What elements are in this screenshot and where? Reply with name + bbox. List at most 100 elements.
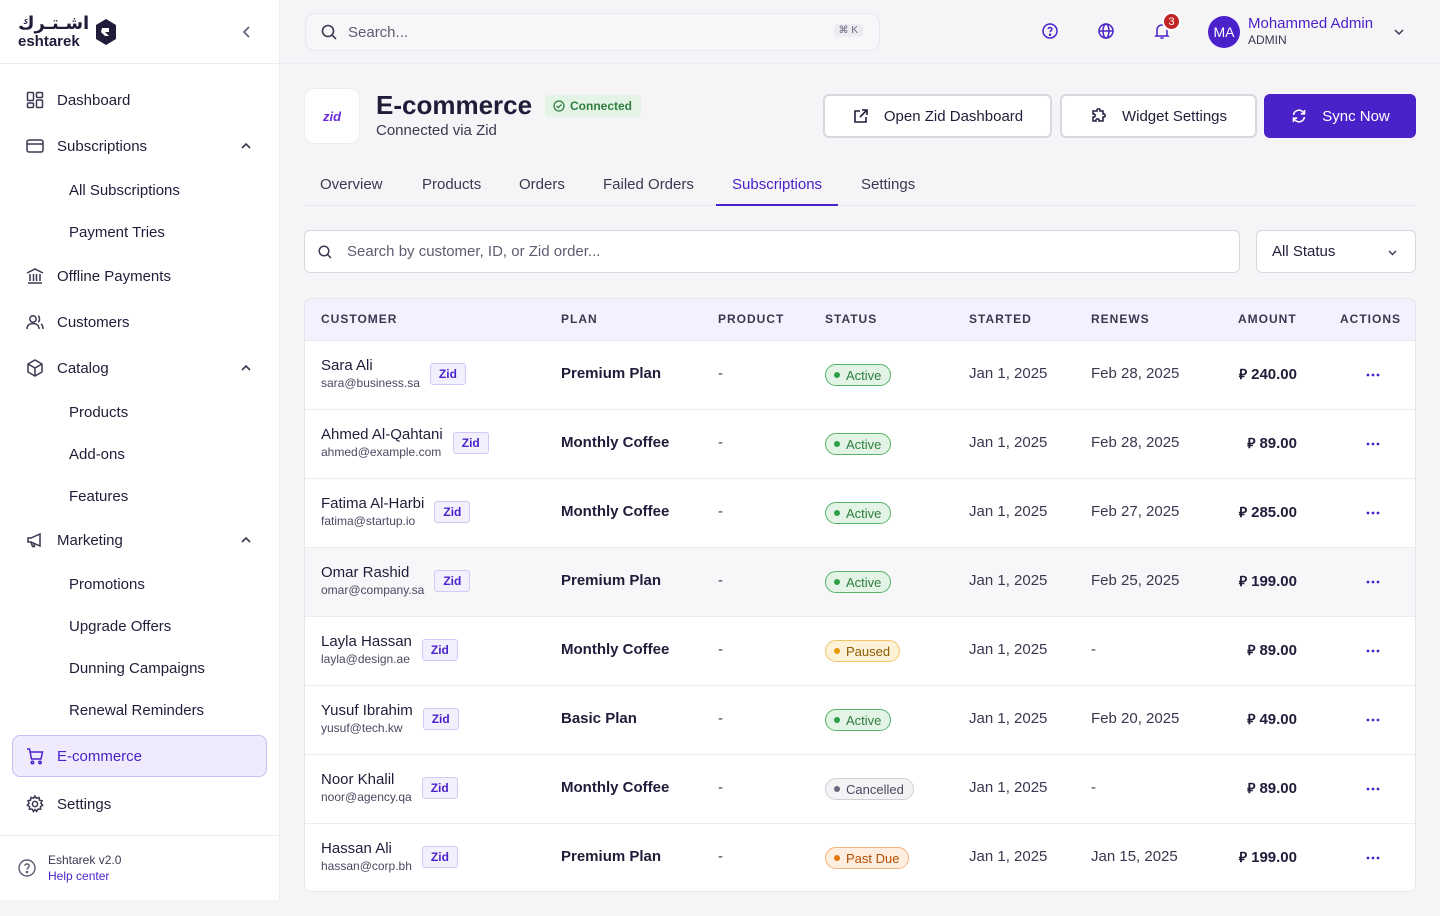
sidebar-item-promotions[interactable]: Promotions bbox=[69, 575, 145, 593]
global-search[interactable]: ⌘ K bbox=[305, 13, 880, 51]
more-actions-icon[interactable] bbox=[1365, 507, 1381, 519]
more-actions-icon[interactable] bbox=[1365, 852, 1381, 864]
customer-name[interactable]: Hassan Ali bbox=[321, 840, 392, 857]
puzzle-icon bbox=[1092, 108, 1106, 122]
sidebar-item-products[interactable]: Products bbox=[69, 403, 129, 421]
sidebar-item-dashboard[interactable]: Dashboard bbox=[0, 77, 279, 123]
sidebar-item-renewal-reminders[interactable]: Renewal Reminders bbox=[69, 701, 205, 719]
help-icon[interactable] bbox=[1041, 22, 1059, 40]
zid-source-badge: Zid bbox=[421, 846, 458, 868]
product-cell: - bbox=[718, 434, 723, 451]
tab-settings[interactable]: Settings bbox=[861, 176, 916, 193]
brand-mark-icon bbox=[96, 18, 117, 45]
column-header-status[interactable]: STATUS bbox=[825, 312, 878, 326]
sidebar-item-subscriptions[interactable]: Subscriptions bbox=[0, 123, 279, 169]
chevron-up-icon[interactable] bbox=[238, 532, 254, 548]
status-filter-value: All Status bbox=[1272, 243, 1336, 260]
sidebar-item-ecommerce[interactable]: E-commerce bbox=[12, 735, 267, 777]
subscription-search-input[interactable] bbox=[347, 243, 1207, 260]
tab-failed-orders[interactable]: Failed Orders bbox=[603, 176, 694, 193]
sync-now-button[interactable]: Sync Now bbox=[1264, 94, 1416, 138]
sidebar-item-payment-tries[interactable]: Payment Tries bbox=[69, 223, 165, 241]
column-header-customer[interactable]: CUSTOMER bbox=[321, 312, 398, 326]
more-actions-icon[interactable] bbox=[1365, 438, 1381, 450]
open-zid-dashboard-button[interactable]: Open Zid Dashboard bbox=[823, 94, 1052, 138]
renews-cell: Feb 20, 2025 bbox=[1091, 710, 1180, 727]
status-dot bbox=[834, 855, 840, 861]
globe-icon[interactable] bbox=[1097, 22, 1115, 40]
sidebar-item-add-ons[interactable]: Add-ons bbox=[69, 445, 125, 463]
customer-name[interactable]: Layla Hassan bbox=[321, 633, 412, 650]
status-dot bbox=[834, 717, 840, 723]
table-row[interactable]: Omar Rashid omar@company.sa Zid Premium Pla… bbox=[305, 548, 1415, 617]
sidebar-item-marketing[interactable]: Marketing bbox=[0, 517, 279, 563]
topbar: ⌘ K 3 MA Mohammed Admin ADMIN bbox=[281, 0, 1440, 64]
brand-logo[interactable]: اشـتـرك eshtarek bbox=[18, 12, 90, 49]
renews-cell: Feb 27, 2025 bbox=[1091, 503, 1180, 520]
product-cell: - bbox=[718, 365, 723, 382]
table-row[interactable]: Ahmed Al-Qahtani ahmed@example.com Zid Mont… bbox=[305, 410, 1415, 479]
sidebar-item-customers[interactable]: Customers bbox=[0, 299, 279, 345]
subscription-search[interactable] bbox=[304, 230, 1240, 273]
customer-name[interactable]: Omar Rashid bbox=[321, 564, 410, 581]
customer-name[interactable]: Noor Khalil bbox=[321, 771, 395, 788]
help-center-link[interactable]: Help center bbox=[48, 869, 110, 883]
renews-cell: - bbox=[1091, 641, 1096, 658]
column-header-product[interactable]: PRODUCT bbox=[718, 312, 785, 326]
column-header-renews[interactable]: RENEWS bbox=[1091, 312, 1150, 326]
sidebar-item-dunning-campaigns[interactable]: Dunning Campaigns bbox=[69, 659, 205, 677]
widget-settings-button[interactable]: Widget Settings bbox=[1060, 94, 1257, 138]
column-header-started[interactable]: STARTED bbox=[969, 312, 1032, 326]
zid-source-badge: Zid bbox=[429, 363, 466, 385]
more-actions-icon[interactable] bbox=[1365, 783, 1381, 795]
chevron-up-icon[interactable] bbox=[238, 360, 254, 376]
more-actions-icon[interactable] bbox=[1365, 645, 1381, 657]
table-row[interactable]: Hassan Ali hassan@corp.bh Zid Premium Plan -… bbox=[305, 824, 1415, 891]
column-header-plan[interactable]: PLAN bbox=[561, 312, 598, 326]
cart-icon bbox=[27, 748, 44, 765]
brand: اشـتـرك eshtarek bbox=[0, 0, 279, 64]
global-search-input[interactable] bbox=[348, 23, 808, 41]
customer-name[interactable]: Sara Ali bbox=[321, 357, 373, 374]
sidebar-item-catalog[interactable]: Catalog bbox=[0, 345, 279, 391]
collapse-sidebar-icon[interactable] bbox=[238, 23, 256, 41]
sidebar-item-features[interactable]: Features bbox=[69, 487, 129, 505]
tab-overview[interactable]: Overview bbox=[320, 176, 383, 193]
more-actions-icon[interactable] bbox=[1365, 576, 1381, 588]
currency-icon: ⃁ bbox=[1247, 436, 1256, 452]
zid-source-badge: Zid bbox=[421, 639, 458, 661]
product-cell: - bbox=[718, 641, 723, 658]
amount-value: 89.00 bbox=[1259, 434, 1297, 452]
more-actions-icon[interactable] bbox=[1365, 714, 1381, 726]
customer-name[interactable]: Ahmed Al-Qahtani bbox=[321, 426, 443, 443]
brand-arabic: اشـتـرك bbox=[18, 12, 90, 34]
table-row[interactable]: Sara Ali sara@business.sa Zid Premium Plan -… bbox=[305, 341, 1415, 410]
column-header-amount[interactable]: AMOUNT bbox=[1238, 312, 1297, 326]
sidebar-item-settings[interactable]: Settings bbox=[0, 781, 279, 827]
tab-orders[interactable]: Orders bbox=[519, 176, 565, 193]
table-row[interactable]: Layla Hassan layla@design.ae Zid Monthly Co… bbox=[305, 617, 1415, 686]
customer-email: layla@design.ae bbox=[321, 652, 410, 666]
table-row[interactable]: Noor Khalil noor@agency.qa Zid Monthly Coff… bbox=[305, 755, 1415, 824]
status-label: Active bbox=[846, 574, 882, 590]
more-actions-icon[interactable] bbox=[1365, 369, 1381, 381]
user-menu[interactable]: MA Mohammed Admin ADMIN bbox=[1208, 15, 1404, 49]
amount-value: 89.00 bbox=[1259, 779, 1297, 797]
table-row[interactable]: Fatima Al-Harbi fatima@startup.io Zid Month… bbox=[305, 479, 1415, 548]
table-row[interactable]: Yusuf Ibrahim yusuf@tech.kw Zid Basic Plan -… bbox=[305, 686, 1415, 755]
currency-icon: ⃁ bbox=[1247, 781, 1256, 797]
customer-name[interactable]: Fatima Al-Harbi bbox=[321, 495, 425, 512]
renews-cell: Feb 25, 2025 bbox=[1091, 572, 1180, 589]
chevron-up-icon[interactable] bbox=[238, 138, 254, 154]
sidebar-item-all-subscriptions[interactable]: All Subscriptions bbox=[69, 181, 180, 199]
status-filter-select[interactable]: All Status bbox=[1256, 230, 1416, 273]
tab-products[interactable]: Products bbox=[422, 176, 482, 193]
customer-name[interactable]: Yusuf Ibrahim bbox=[321, 702, 413, 719]
status-dot bbox=[834, 372, 840, 378]
sidebar-item-upgrade-offers[interactable]: Upgrade Offers bbox=[69, 617, 172, 635]
sidebar-item-offline-payments[interactable]: Offline Payments bbox=[0, 253, 279, 299]
tab-subscriptions[interactable]: Subscriptions bbox=[716, 165, 839, 206]
plan-cell: Premium Plan bbox=[561, 572, 662, 589]
product-cell: - bbox=[718, 848, 723, 865]
zid-logo: zid bbox=[304, 88, 360, 144]
